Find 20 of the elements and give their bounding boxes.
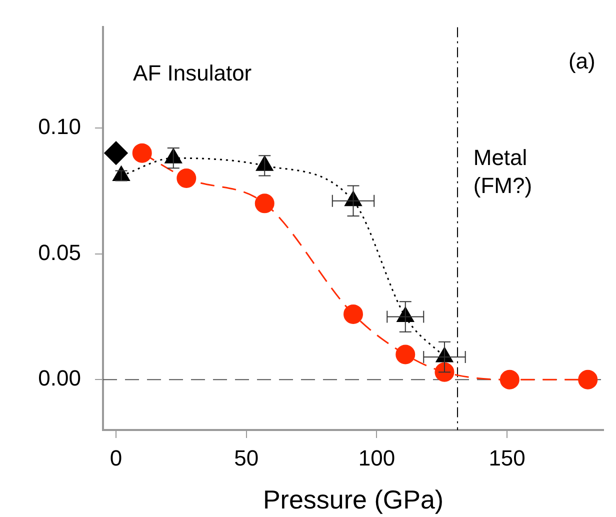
point	[176, 168, 196, 188]
point	[254, 194, 274, 214]
x-tick-label: 0	[110, 445, 122, 470]
x-tick-label: 50	[234, 445, 259, 470]
point	[104, 141, 128, 165]
y-tick-label: 0.00	[38, 366, 81, 391]
point	[578, 370, 598, 390]
x-axis-title: Pressure (GPa)	[262, 484, 444, 515]
y-tick-label: 0.05	[38, 240, 81, 265]
y-tick-label: 0.10	[38, 114, 81, 139]
x-tick-label: 100	[358, 445, 396, 470]
annotation: AF Insulator	[133, 60, 252, 86]
point	[396, 344, 416, 364]
point	[434, 362, 454, 382]
annotation: Metal (FM?)	[473, 145, 532, 198]
annotation: (a)	[568, 48, 596, 74]
point	[344, 304, 363, 324]
point	[132, 143, 152, 163]
point	[500, 370, 520, 390]
x-tick-label: 150	[488, 445, 526, 470]
